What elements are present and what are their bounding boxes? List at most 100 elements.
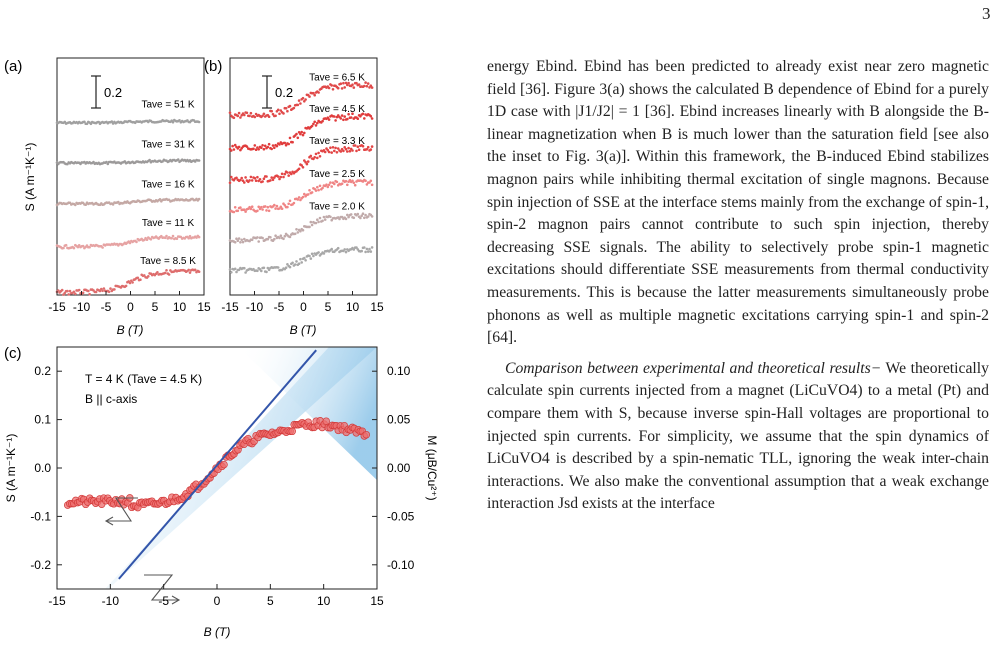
panel-b-point — [351, 149, 354, 152]
panel-b-point — [303, 131, 306, 135]
panel-b-point — [356, 145, 360, 148]
panel-a-xtick-label: -10 — [73, 300, 91, 314]
panel-b-point — [310, 124, 314, 128]
panel-b-point — [364, 81, 367, 84]
panel-b-point — [292, 106, 296, 110]
panel-a-point — [74, 292, 77, 296]
panel-b-point — [349, 213, 353, 216]
panel-c-xtick-label: 10 — [317, 594, 331, 608]
paragraph-2-body: We theoretically calculate spin currents… — [487, 359, 989, 513]
panel-b-point — [263, 144, 267, 148]
panel-b-point — [235, 270, 238, 274]
panel-b-point — [261, 180, 264, 183]
panel-b-point — [253, 176, 257, 180]
panel-b-point — [254, 148, 258, 151]
panel-b-point — [291, 261, 294, 265]
panel-b-point — [333, 149, 336, 153]
panel-b-point — [275, 204, 279, 208]
panel-b-point — [250, 238, 254, 242]
panel-c-xtick-label: -5 — [158, 594, 169, 608]
panel-b-point — [240, 176, 243, 180]
panel-b-point — [249, 207, 253, 211]
panel-a-point — [163, 271, 167, 275]
panel-b-point — [369, 114, 373, 118]
arrow-right-axis — [144, 574, 181, 605]
panel-b-point — [313, 120, 317, 124]
panel-b-point — [257, 148, 261, 151]
paragraph-1: energy Ebind. Ebind has been predicted t… — [487, 58, 989, 347]
panel-b-point — [347, 146, 350, 150]
panel-b-point — [303, 192, 306, 196]
panel-c-ylabel-right: M (μB/Cu²⁺) — [425, 435, 439, 500]
panel-c-ytick-left-label: 0.2 — [34, 364, 51, 378]
panel-b-point — [340, 215, 344, 219]
panel-b-point — [329, 146, 332, 149]
panel-a-point — [74, 203, 77, 207]
panel-b-point — [296, 136, 300, 140]
panel-b-point — [331, 88, 335, 91]
panel-a-point — [176, 158, 180, 161]
panel-b-point — [228, 181, 232, 185]
panel-b-point — [360, 249, 364, 253]
panel-b-point — [274, 114, 277, 118]
panel-a-point — [102, 287, 106, 290]
panel-b-point — [336, 246, 340, 250]
panel-b-point — [266, 205, 270, 209]
panel-b-point — [284, 107, 288, 110]
panel-b-point — [267, 268, 271, 272]
panel-b-point — [346, 183, 349, 187]
panel-b-point — [243, 237, 246, 241]
panel-b-point — [263, 205, 267, 208]
panel-b-point — [301, 133, 305, 137]
panel-b-point — [308, 95, 311, 98]
panel-b-point — [321, 186, 324, 190]
panel-b-point — [318, 216, 322, 220]
panel-b-point — [317, 251, 320, 254]
panel-b-point — [321, 219, 324, 223]
panel-c-shade-lower — [57, 589, 132, 641]
panel-b-point — [370, 246, 374, 249]
panel-c-xtick-label: 0 — [214, 594, 221, 608]
panel-a-point — [106, 162, 110, 166]
panel-b-point — [346, 213, 349, 217]
panel-b-scale-bar: 0.2 — [262, 75, 293, 109]
panel-b-point — [369, 84, 373, 87]
panel-b-point — [262, 266, 266, 270]
panel-b-point — [250, 205, 254, 208]
panel-b-point — [296, 103, 300, 107]
panel-b-point — [236, 209, 240, 213]
panel-b-point — [297, 131, 301, 134]
panel-b-point — [240, 238, 243, 242]
panel-b-point — [279, 175, 283, 179]
panel-a-point — [109, 287, 112, 290]
panel-b-point — [360, 214, 364, 217]
panel-b-point — [232, 116, 236, 120]
panel-b-point — [351, 179, 354, 183]
panel-a-point — [156, 271, 159, 274]
panel-a-point — [124, 284, 128, 288]
panel-b-point — [233, 206, 237, 209]
panel-c-ytick-right-label: 0.00 — [387, 461, 411, 475]
panel-b-point — [284, 143, 288, 147]
panel-a-point — [81, 244, 85, 248]
panel-a-point — [76, 245, 80, 249]
panel-a-scale-bar: 0.2 — [91, 75, 122, 109]
panel-b-point — [363, 216, 366, 220]
panel-b-point — [265, 209, 268, 212]
panel-b-point — [300, 261, 304, 264]
panel-b-point — [306, 160, 310, 163]
panel-a-point — [128, 281, 132, 285]
panel-b-point — [243, 266, 246, 270]
panel-b-point — [279, 205, 283, 209]
panel-b-point — [278, 112, 281, 116]
panel-b-point — [327, 183, 331, 187]
panel-b-point — [365, 148, 369, 151]
panel-b-point — [233, 143, 237, 147]
panel-b-point — [316, 121, 319, 125]
panel-a-point — [170, 237, 173, 240]
panel-b-point — [316, 218, 319, 221]
panel-b-point — [266, 237, 270, 241]
panel-c-ytick-left-label: 0.1 — [34, 413, 51, 427]
panel-a-curve-3: Tave = 16 K — [55, 179, 201, 207]
panel-c-point — [288, 427, 296, 436]
